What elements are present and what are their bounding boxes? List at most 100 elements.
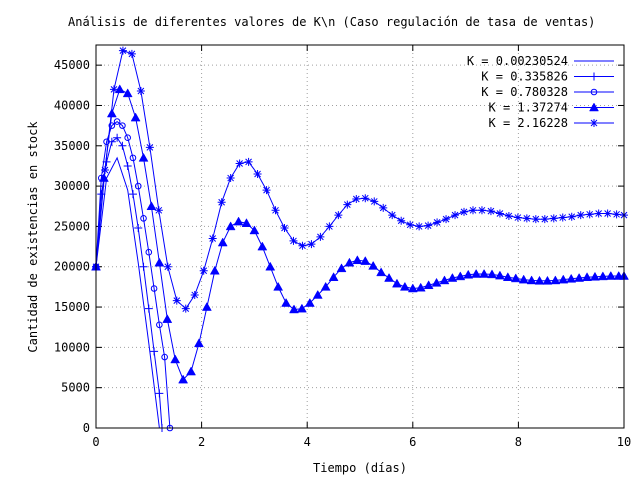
y-tick-label: 15000	[54, 300, 90, 314]
data-point	[343, 200, 352, 209]
data-point	[594, 209, 603, 218]
data-point	[233, 216, 244, 226]
data-point	[582, 272, 592, 281]
data-point	[352, 255, 363, 265]
y-tick-label: 10000	[54, 340, 90, 354]
data-point	[139, 262, 148, 271]
series-line	[95, 88, 624, 381]
data-point	[376, 267, 387, 277]
data-point	[100, 165, 109, 174]
data-point	[289, 236, 298, 245]
data-point	[140, 215, 147, 222]
data-point	[576, 211, 585, 220]
legend-label: K = 2.16228	[489, 116, 568, 130]
data-point	[494, 270, 505, 280]
data-point	[307, 240, 316, 249]
data-point	[118, 141, 127, 150]
data-point	[361, 194, 370, 203]
data-point	[226, 174, 235, 183]
data-point	[170, 354, 181, 364]
series-group	[92, 46, 628, 313]
data-point	[540, 215, 549, 224]
x-tick-label: 2	[198, 435, 205, 449]
data-point	[244, 157, 253, 166]
data-point	[249, 225, 260, 235]
data-point	[368, 260, 379, 270]
data-point	[113, 133, 122, 142]
legend-label: K = 1.37274	[489, 101, 568, 115]
data-point	[119, 122, 126, 129]
data-point	[156, 321, 163, 329]
data-point	[487, 269, 497, 279]
data-point	[549, 214, 558, 223]
legend-label: K = 0.780328	[481, 85, 568, 99]
data-point	[477, 206, 486, 215]
data-point	[298, 241, 307, 250]
data-point	[590, 72, 598, 81]
y-tick-label: 45000	[54, 58, 90, 72]
plot-frame	[95, 44, 625, 429]
data-point	[108, 122, 116, 129]
data-point	[513, 213, 522, 222]
data-point	[334, 211, 343, 220]
data-point	[194, 338, 204, 348]
data-point	[113, 118, 121, 125]
data-point	[208, 234, 217, 243]
data-point	[495, 209, 504, 218]
y-axis-label: Cantidad de existencias en stock	[26, 121, 40, 353]
data-point	[558, 274, 569, 284]
data-point	[439, 275, 450, 285]
data-point	[597, 271, 608, 281]
data-point	[451, 211, 460, 220]
data-point	[154, 206, 163, 215]
data-point	[257, 241, 268, 251]
data-point	[304, 298, 315, 307]
data-point	[433, 218, 442, 227]
data-point	[336, 263, 347, 273]
data-point	[566, 273, 577, 283]
data-point	[605, 270, 616, 280]
data-point	[590, 119, 598, 127]
data-point	[442, 215, 451, 224]
data-point	[612, 210, 621, 219]
data-point	[162, 314, 173, 323]
data-point	[590, 88, 598, 96]
legend-label: K = 0.335826	[481, 70, 568, 84]
data-point	[150, 285, 158, 292]
data-point	[201, 302, 212, 311]
data-point	[186, 366, 196, 376]
data-point	[589, 102, 599, 112]
data-point	[531, 215, 540, 224]
data-point	[124, 134, 131, 142]
data-point	[388, 211, 397, 220]
data-point	[253, 170, 262, 179]
data-point	[526, 275, 537, 285]
data-point	[154, 257, 165, 267]
data-point	[181, 304, 190, 313]
data-point	[399, 281, 410, 291]
data-point	[479, 268, 490, 278]
data-point	[455, 271, 466, 281]
data-point	[392, 278, 402, 288]
x-tick-label: 8	[515, 435, 522, 449]
x-axis-label: Tiempo (días)	[313, 461, 407, 475]
data-point	[217, 198, 226, 207]
data-point	[241, 218, 252, 227]
x-tick-label: 6	[409, 435, 416, 449]
data-point	[320, 281, 331, 291]
data-point	[518, 274, 529, 284]
legend-label: K = 0.00230524	[467, 54, 568, 68]
data-point	[344, 257, 355, 267]
data-point	[397, 216, 406, 225]
data-point	[447, 273, 458, 282]
x-tick-label: 0	[92, 435, 99, 449]
data-point	[128, 190, 137, 199]
data-point	[262, 186, 271, 195]
data-point	[136, 86, 145, 95]
data-point	[296, 303, 307, 313]
data-point	[379, 203, 388, 212]
data-point	[384, 273, 394, 282]
data-point	[504, 211, 513, 220]
data-point	[265, 261, 276, 271]
y-tick-label: 0	[83, 421, 90, 435]
